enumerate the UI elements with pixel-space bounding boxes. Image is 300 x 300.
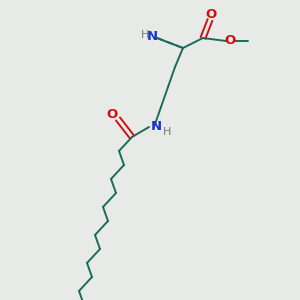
Text: H: H <box>163 127 171 137</box>
Text: N: N <box>150 121 162 134</box>
Text: O: O <box>224 34 236 47</box>
Text: H: H <box>141 30 149 40</box>
Text: N: N <box>146 29 158 43</box>
Text: O: O <box>106 107 118 121</box>
Text: O: O <box>206 8 217 20</box>
